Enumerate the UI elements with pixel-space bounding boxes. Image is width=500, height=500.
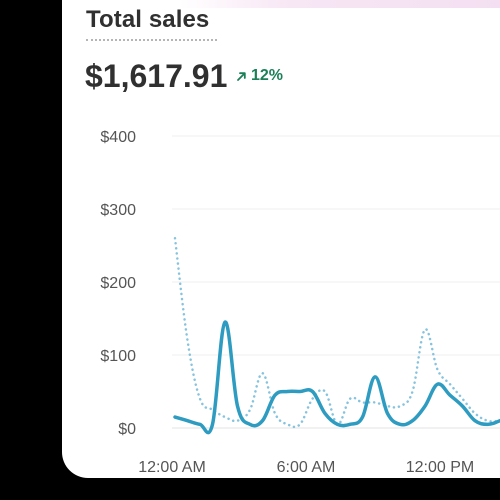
arrow-up-right-icon xyxy=(236,71,247,82)
change-badge: 12% xyxy=(236,67,283,85)
card-title: Total sales xyxy=(86,6,210,33)
y-tick-label: $0 xyxy=(118,421,136,438)
x-tick-label: 12:00 AM xyxy=(138,459,206,476)
y-tick-label: $200 xyxy=(100,275,136,292)
x-tick-label: 12:00 PM xyxy=(406,459,474,476)
total-sales-value: $1,617.91 xyxy=(85,58,228,94)
y-tick-label: $400 xyxy=(100,129,136,146)
y-tick-label: $300 xyxy=(100,202,136,219)
top-glow xyxy=(180,0,500,8)
x-tick-label: 6:00 AM xyxy=(277,459,336,476)
title-underline xyxy=(86,39,217,41)
change-percent: 12% xyxy=(251,67,284,84)
y-tick-label: $100 xyxy=(100,348,136,365)
comparison-series-line xyxy=(173,236,500,429)
current-series-line xyxy=(173,320,500,435)
sales-card xyxy=(62,0,500,478)
